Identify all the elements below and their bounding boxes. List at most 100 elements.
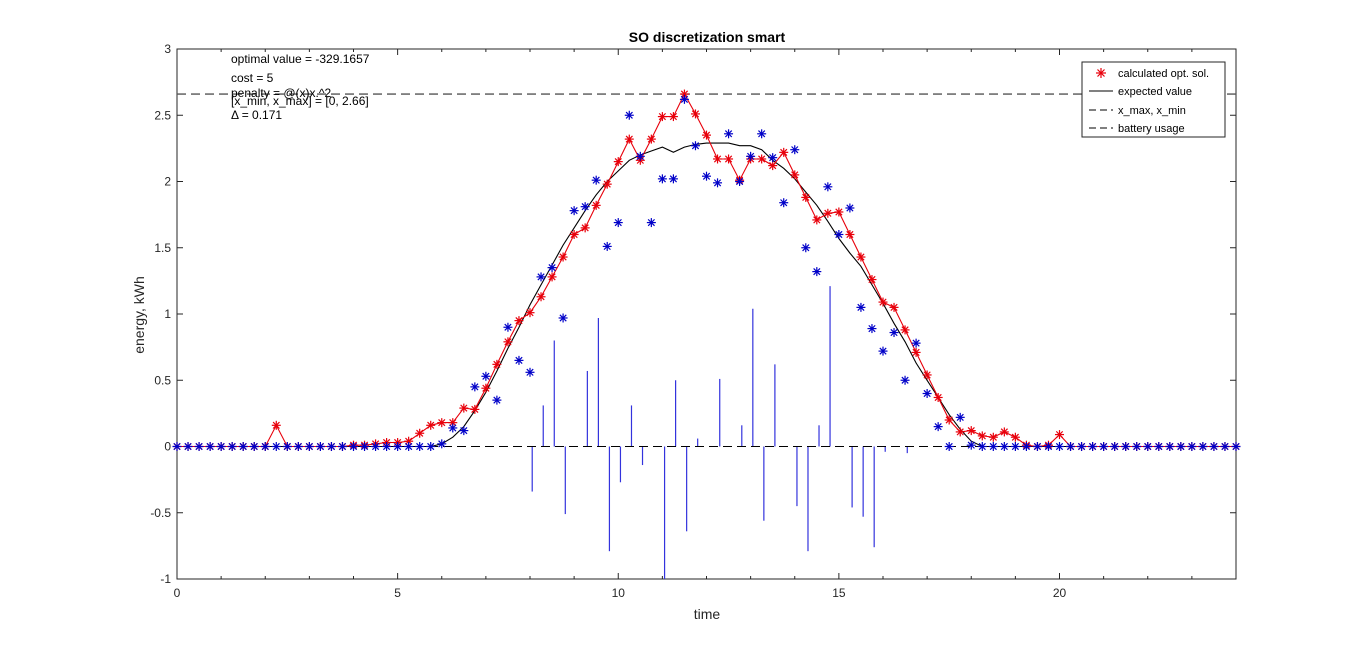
calculated-point bbox=[580, 223, 590, 233]
scenario-point bbox=[1198, 442, 1208, 451]
legend-marker-calculated bbox=[1096, 68, 1106, 78]
scenario-point bbox=[834, 230, 844, 239]
calculated-point bbox=[602, 179, 612, 189]
calculated-point bbox=[757, 154, 767, 164]
calculated-point bbox=[867, 275, 877, 285]
calculated-point bbox=[944, 415, 954, 425]
calculated-point bbox=[845, 230, 855, 239]
calculated-point bbox=[933, 392, 943, 402]
scenario-point bbox=[1143, 442, 1153, 451]
scenario-point bbox=[481, 371, 491, 381]
scenario-point bbox=[326, 442, 336, 451]
scenario-point bbox=[602, 241, 612, 251]
scenario-point bbox=[668, 174, 678, 184]
calculated-point bbox=[547, 272, 557, 282]
y-tick-label: -0.5 bbox=[150, 506, 171, 520]
battery-usage-series bbox=[531, 286, 908, 579]
calculated-point bbox=[823, 208, 833, 218]
scenario-point bbox=[459, 426, 469, 436]
scenario-point bbox=[801, 243, 811, 253]
scenario-point bbox=[404, 442, 414, 451]
scenario-point bbox=[194, 442, 204, 451]
scenario-point bbox=[1121, 442, 1131, 451]
calculated-point bbox=[426, 420, 436, 430]
expected-value-series bbox=[177, 142, 1236, 448]
axes-ticks: 0 5 10 15 20 -1 -0.5 0 0.5 1 1.5 2 2.5 3 bbox=[150, 42, 1237, 600]
scenario-point bbox=[746, 151, 756, 161]
scenario-point bbox=[426, 442, 436, 451]
scenario-point bbox=[757, 129, 767, 139]
calculated-point bbox=[514, 316, 524, 326]
y-tick-label: 1 bbox=[164, 307, 171, 321]
calculated-point bbox=[900, 325, 910, 335]
scenario-point bbox=[933, 422, 943, 432]
legend-box bbox=[1081, 61, 1226, 138]
plot-area bbox=[176, 48, 1237, 580]
scenario-point bbox=[911, 338, 921, 348]
scenario-point bbox=[977, 442, 987, 451]
x-tick-label: 20 bbox=[1053, 586, 1067, 600]
scenario-point bbox=[713, 178, 723, 188]
legend-entry-calculated: calculated opt. sol. bbox=[1118, 68, 1209, 80]
scenario-point bbox=[845, 203, 855, 213]
annotation-optimal-value: optimal value = -329.1657 bbox=[231, 52, 370, 66]
scenario-point bbox=[315, 442, 325, 451]
scenario-point bbox=[1099, 442, 1109, 451]
scenario-point bbox=[227, 442, 237, 451]
y-tick-label: 2 bbox=[164, 175, 171, 189]
scenario-point bbox=[249, 442, 259, 451]
scenario-point bbox=[437, 439, 447, 449]
scenario-point bbox=[580, 202, 590, 212]
scenario-point bbox=[966, 440, 976, 450]
scenario-point bbox=[371, 442, 381, 451]
scenario-point bbox=[1055, 442, 1064, 451]
calculated-point bbox=[271, 420, 281, 430]
scenario-point bbox=[293, 442, 303, 451]
scenario-point bbox=[768, 153, 778, 163]
calculated-point bbox=[503, 337, 513, 347]
scenario-point bbox=[856, 302, 866, 312]
scenario-point bbox=[878, 346, 888, 356]
scenario-point bbox=[889, 328, 899, 338]
y-tick-label: 2.5 bbox=[154, 108, 171, 122]
x-tick-label: 15 bbox=[832, 586, 846, 600]
legend-entry-battery: battery usage bbox=[1118, 123, 1185, 135]
y-tick-label: 0 bbox=[164, 440, 171, 454]
annotation-delta: Δ = 0.171 bbox=[231, 108, 282, 122]
scenario-point bbox=[337, 442, 347, 451]
calculated-point bbox=[481, 383, 491, 393]
calculated-point bbox=[878, 297, 888, 307]
scenario-series bbox=[172, 94, 1241, 451]
scenario-point bbox=[558, 313, 568, 323]
calculated-point bbox=[856, 252, 866, 262]
scenario-point bbox=[867, 324, 877, 334]
calculated-point bbox=[1010, 432, 1020, 442]
scenario-point bbox=[679, 94, 689, 104]
y-tick-label: 0.5 bbox=[154, 373, 171, 387]
calculated-point bbox=[437, 418, 447, 428]
calculated-point bbox=[415, 428, 425, 438]
calculated-point bbox=[911, 347, 921, 357]
scenario-point bbox=[1043, 442, 1053, 451]
scenario-point bbox=[657, 174, 667, 184]
scenario-point bbox=[492, 395, 502, 405]
calculated-point bbox=[591, 200, 601, 210]
calculated-point bbox=[1055, 430, 1064, 440]
calculated-point bbox=[646, 134, 656, 144]
legend-entry-bounds: x_max, x_min bbox=[1118, 105, 1186, 117]
scenario-point bbox=[1132, 442, 1142, 451]
scenario-point bbox=[1032, 442, 1042, 451]
scenario-point bbox=[470, 382, 480, 392]
legend-entry-expected: expected value bbox=[1118, 86, 1192, 98]
calculated-point bbox=[977, 431, 987, 441]
scenario-point bbox=[172, 442, 182, 451]
scenario-point bbox=[1066, 442, 1076, 451]
scenario-point bbox=[922, 389, 932, 398]
y-tick-label: 1.5 bbox=[154, 241, 171, 255]
scenario-point bbox=[216, 442, 226, 451]
scenario-point bbox=[349, 442, 358, 451]
annotation-bounds: [x_min, x_max] = [0, 2.66] bbox=[231, 94, 369, 108]
scenario-point bbox=[1088, 442, 1098, 451]
calculated-point bbox=[790, 170, 800, 180]
annotation-block: optimal value = -329.1657 cost = 5 penal… bbox=[231, 52, 370, 122]
